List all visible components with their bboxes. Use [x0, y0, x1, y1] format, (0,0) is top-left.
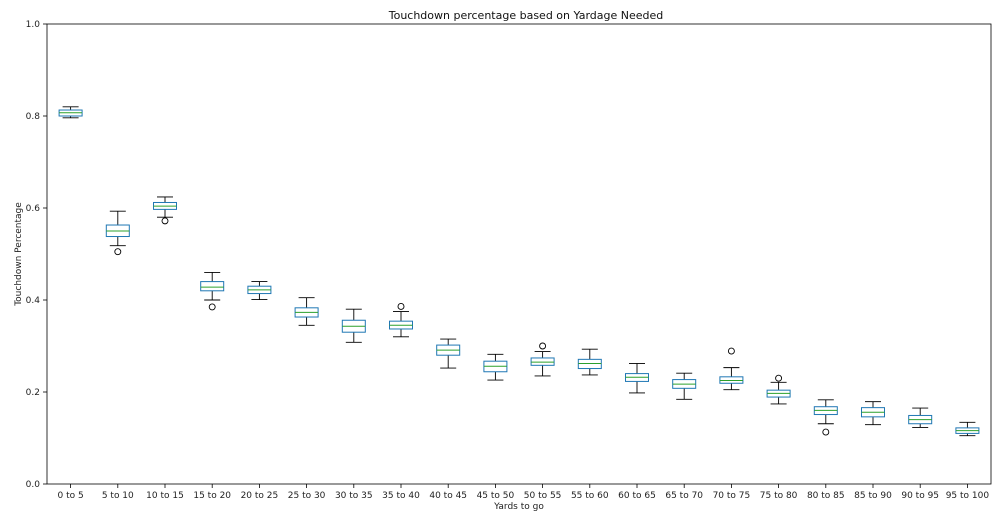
box-11: [530, 342, 555, 377]
x-tick-label: 40 to 45: [429, 491, 467, 501]
box-9: [436, 338, 461, 369]
boxes-layer: [58, 106, 980, 437]
box-20: [955, 421, 980, 437]
y-tick-label: 1.0: [26, 20, 41, 30]
box-19: [908, 407, 933, 428]
box-13: [625, 363, 649, 394]
box-1: [58, 106, 83, 119]
x-tick-label: 25 to 30: [288, 491, 326, 501]
box-17: [813, 399, 838, 436]
box-7: [341, 308, 366, 343]
x-axis-label: Yards to go: [493, 502, 544, 512]
box-18: [861, 401, 885, 426]
y-tick-label: 0.8: [26, 112, 41, 122]
x-tick-label: 35 to 40: [382, 491, 420, 501]
box-14: [672, 372, 697, 400]
y-tick-label: 0.6: [26, 204, 41, 214]
x-tick-label: 70 to 75: [713, 491, 751, 501]
y-tick-label: 0.0: [26, 480, 41, 490]
box-iqr: [200, 281, 225, 292]
outlier-point: [822, 428, 830, 436]
x-tick-label: 0 to 5: [57, 491, 83, 501]
box-5: [247, 281, 272, 300]
x-tick-label: 55 to 60: [571, 491, 609, 501]
box-10: [483, 353, 508, 381]
outlier-point: [161, 217, 169, 225]
outlier-point: [727, 347, 735, 355]
box-15: [719, 347, 744, 391]
y-axis: 0.0 0.2 0.4 0.6 0.8 1.0: [26, 20, 47, 490]
outlier-point: [539, 342, 547, 350]
plot-area-frame: [46, 23, 992, 485]
x-tick-label: 95 to 100: [946, 491, 990, 501]
x-tick-label: 65 to 70: [665, 491, 703, 501]
y-tick-label: 0.4: [26, 296, 41, 306]
chart-title: Touchdown percentage based on Yardage Ne…: [388, 9, 664, 22]
x-tick-label: 80 to 85: [807, 491, 845, 501]
outlier-point: [114, 248, 122, 256]
box-12: [577, 348, 602, 376]
x-axis: 0 to 5 5 to 10 10 to 15 15 to 20 20 to 25 25 …: [57, 484, 989, 501]
x-tick-label: 60 to 65: [618, 491, 656, 501]
x-tick-label: 5 to 10: [102, 491, 134, 501]
outlier-point: [397, 302, 405, 310]
box-6: [294, 297, 319, 326]
x-tick-label: 90 to 95: [901, 491, 939, 501]
box-4: [200, 271, 225, 311]
box-16: [766, 374, 791, 405]
x-tick-label: 20 to 25: [241, 491, 279, 501]
x-tick-label: 75 to 80: [760, 491, 798, 501]
outlier-point: [775, 374, 783, 382]
x-tick-label: 45 to 50: [477, 491, 515, 501]
x-tick-label: 30 to 35: [335, 491, 373, 501]
y-axis-label: Touchdown Percentage: [14, 202, 24, 307]
x-tick-label: 50 to 55: [524, 491, 562, 501]
x-tick-label: 10 to 15: [146, 491, 184, 501]
y-tick-label: 0.2: [26, 388, 40, 398]
box-3: [153, 196, 177, 225]
box-8: [389, 302, 413, 338]
outlier-point: [208, 303, 216, 311]
x-tick-label: 85 to 90: [854, 491, 892, 501]
x-tick-label: 15 to 20: [193, 491, 231, 501]
box-2: [105, 210, 130, 256]
